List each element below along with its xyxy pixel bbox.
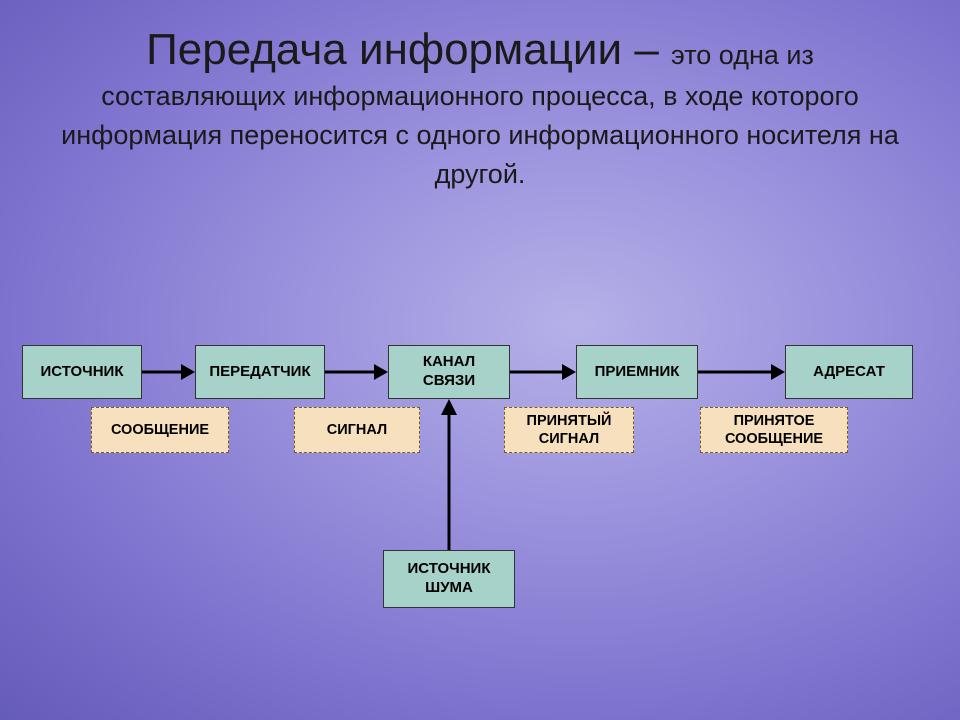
flow-arrow <box>510 362 576 382</box>
title-description: составляющих информационного процесса, в… <box>60 77 900 194</box>
flow-arrow <box>325 362 388 382</box>
subnode-signal: СИГНАЛ <box>294 407 420 453</box>
node-noise: ИСТОЧНИК ШУМА <box>383 550 515 608</box>
title-subtitle-inline: это одна из <box>671 40 814 70</box>
subnode-received_signal: ПРИНЯТЫЙ СИГНАЛ <box>504 407 634 453</box>
subnode-received_msg: ПРИНЯТОЕ СООБЩЕНИЕ <box>700 407 848 453</box>
node-source: ИСТОЧНИК <box>22 345 142 399</box>
node-receiver: ПРИЕМНИК <box>576 345 698 399</box>
noise-arrow <box>439 399 459 550</box>
node-addressee: АДРЕСАТ <box>785 345 913 399</box>
title-main: Передача информации – <box>146 25 671 74</box>
title-block: Передача информации – это одна из состав… <box>0 0 960 204</box>
flow-arrow <box>698 362 785 382</box>
flow-arrow <box>142 362 195 382</box>
subnode-message: СООБЩЕНИЕ <box>91 407 229 453</box>
node-channel: КАНАЛ СВЯЗИ <box>388 345 510 399</box>
node-transmitter: ПЕРЕДАТЧИК <box>195 345 325 399</box>
